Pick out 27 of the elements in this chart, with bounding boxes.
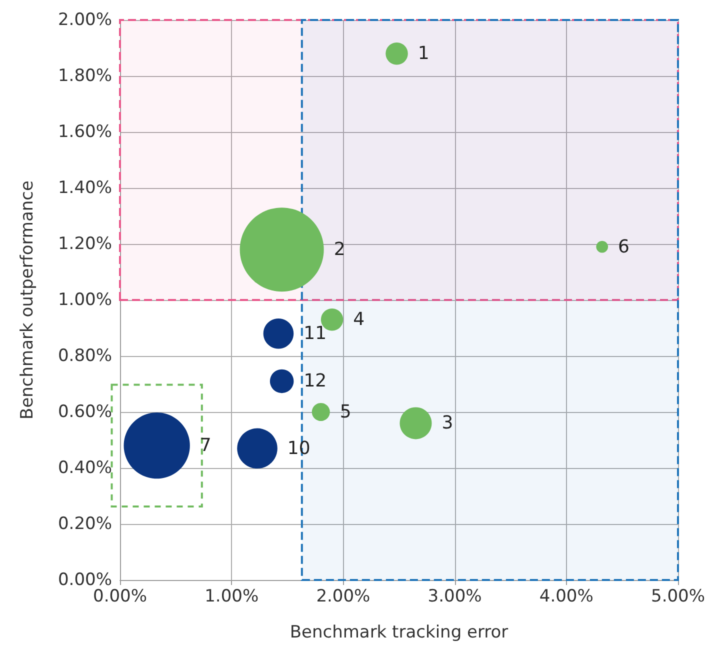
y-tick-label: 0.40%	[58, 458, 112, 478]
y-tick-label: 1.00%	[58, 290, 112, 310]
x-tick-label: 3.00%	[428, 586, 482, 606]
y-tick-label: 0.80%	[58, 346, 112, 366]
annotation: 5	[340, 402, 352, 422]
annotation: 12	[304, 370, 327, 392]
annotation: 10	[287, 438, 310, 459]
annotation: 4	[353, 309, 365, 330]
x-tick-label: 1.00%	[204, 586, 259, 606]
x-tick-label: 5.00%	[650, 586, 706, 606]
y-tick-label: 1.60%	[58, 122, 112, 142]
y-tick-label: 0.20%	[58, 514, 112, 534]
y-axis-title: Benchmark outperformance	[18, 180, 38, 420]
annotation: 2	[334, 239, 346, 260]
y-tick-label: 0.60%	[58, 402, 112, 422]
annotation: 11	[304, 323, 327, 344]
x-tick-label: 2.00%	[316, 586, 370, 606]
annotation: 1	[418, 43, 430, 64]
annotation: 6	[618, 236, 630, 258]
x-tick-label: 4.00%	[539, 586, 594, 606]
y-tick-label: 1.20%	[58, 234, 112, 254]
y-tick-label: 1.40%	[58, 178, 112, 198]
annotation: 7	[200, 435, 212, 456]
y-tick-label: 2.00%	[58, 10, 112, 30]
x-axis-title: Benchmark tracking error	[290, 622, 508, 642]
annotation: 3	[442, 412, 454, 434]
y-tick-label: 1.80%	[58, 66, 112, 86]
